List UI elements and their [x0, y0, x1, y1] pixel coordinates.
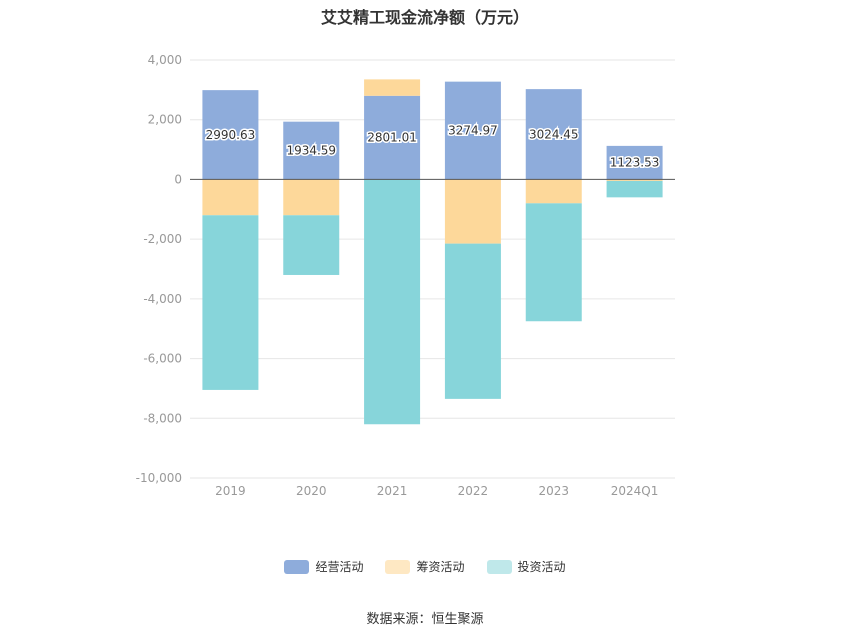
- bar-operating-2020[interactable]: [283, 121, 340, 180]
- y-tick-label: -8,000: [143, 411, 182, 425]
- legend-swatch-financing: [385, 559, 411, 574]
- y-axis-tick-labels: 4,000 2,000 0 -2,000 -4,000 -6,000 -8,000 -10,0…: [136, 53, 182, 485]
- x-tick-label: 2019: [215, 484, 246, 498]
- bar-financing-2023[interactable]: [525, 179, 582, 204]
- bar-financing-2024Q1[interactable]: [606, 179, 663, 181]
- chart-title: 艾艾精工现金流净额（万元）: [320, 8, 529, 27]
- legend-swatch-operating: [284, 559, 310, 574]
- bar-investing-2024Q1[interactable]: [606, 180, 663, 198]
- bars: [202, 79, 663, 425]
- data-label-2022: 3274.97: [448, 124, 498, 138]
- x-tick-label: 2020: [296, 484, 327, 498]
- y-tick-label: -6,000: [143, 352, 182, 366]
- x-tick-label: 2023: [538, 484, 569, 498]
- y-tick-label: -2,000: [143, 232, 182, 246]
- bar-investing-2021[interactable]: [364, 179, 421, 425]
- bar-investing-2020[interactable]: [283, 215, 340, 275]
- bar-financing-2022[interactable]: [444, 179, 501, 244]
- x-tick-label: 2022: [458, 484, 489, 498]
- y-tick-label: 4,000: [148, 53, 182, 67]
- legend-label-operating: 经营活动: [315, 560, 364, 574]
- data-label-2023: 3024.45: [529, 127, 579, 141]
- y-tick-label: 0: [174, 172, 182, 186]
- legend-label-investing: 投资活动: [517, 560, 566, 574]
- data-labels: 2990.63 1934.59 2801.01 3274.97 3024.45 1123.…: [204, 122, 661, 171]
- x-axis-tick-labels: 2019 2020 2021 2022 2023 2024Q1: [215, 484, 658, 498]
- data-label-2020: 1934.59: [286, 144, 336, 158]
- bar-operating-2024Q1[interactable]: [606, 145, 663, 180]
- legend-item-operating[interactable]: 经营活动: [284, 558, 363, 575]
- bar-investing-2023[interactable]: [525, 203, 582, 322]
- data-label-2021: 2801.01: [367, 131, 417, 145]
- bar-operating-2021[interactable]: [364, 95, 421, 180]
- bar-investing-2019[interactable]: [202, 215, 259, 390]
- bar-operating-2019[interactable]: [202, 90, 259, 180]
- data-label-2019: 2990.63: [206, 128, 256, 142]
- y-tick-label: -10,000: [136, 471, 182, 485]
- x-tick-label: 2021: [377, 484, 408, 498]
- data-label-2024Q1: 1123.53: [610, 156, 660, 170]
- source-note: 数据来源：恒生聚源: [366, 612, 484, 627]
- y-tick-label: 2,000: [148, 113, 182, 127]
- bar-investing-2022[interactable]: [444, 243, 501, 399]
- bar-financing-2021[interactable]: [364, 79, 421, 96]
- legend-swatch-investing: [486, 559, 512, 574]
- bar-financing-2020[interactable]: [283, 179, 340, 216]
- bar-operating-2023[interactable]: [525, 89, 582, 180]
- bar-financing-2019[interactable]: [202, 179, 259, 216]
- legend-item-investing[interactable]: 投资活动: [486, 558, 566, 575]
- y-tick-label: -4,000: [143, 292, 182, 306]
- legend-label-financing: 筹资活动: [416, 560, 465, 574]
- legend-item-financing[interactable]: 筹资活动: [385, 558, 465, 575]
- bar-operating-2022[interactable]: [444, 81, 501, 180]
- grid-lines: [190, 59, 675, 479]
- legend: 经营活动 筹资活动 投资活动: [0, 558, 850, 575]
- x-tick-label: 2024Q1: [611, 484, 659, 498]
